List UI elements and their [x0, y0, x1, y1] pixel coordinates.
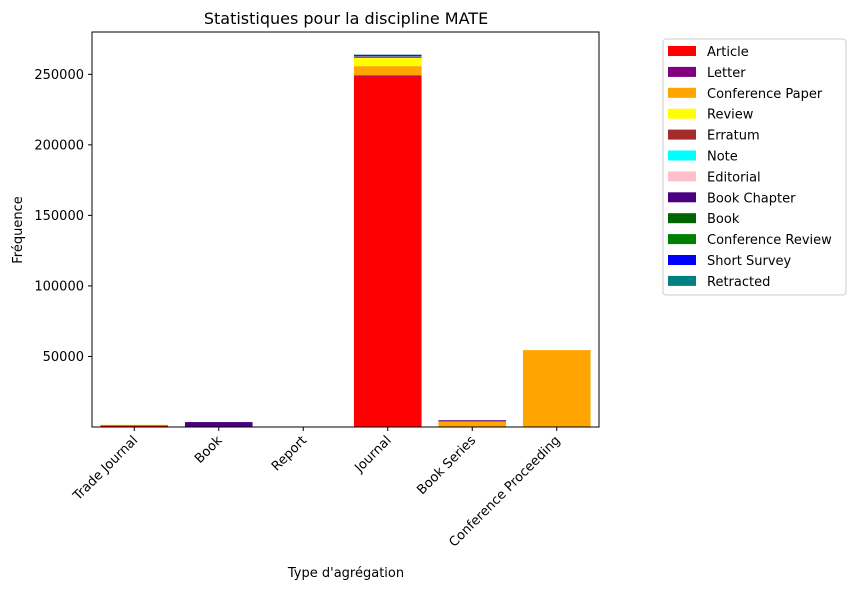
- bars-group: [100, 54, 591, 428]
- x-tick-label: Book Series: [414, 433, 479, 498]
- legend-label: Note: [707, 150, 738, 165]
- y-tick-label: 100000: [34, 279, 84, 294]
- bar-segment-journal-note: [353, 56, 422, 58]
- bar-segment-book-series-review: [438, 421, 507, 422]
- legend-label: Conference Review: [707, 233, 832, 248]
- bar-segment-journal-book-chapter: [353, 55, 422, 57]
- legend-swatch: [668, 255, 696, 265]
- y-tick-label: 150000: [34, 209, 84, 224]
- legend-swatch: [668, 87, 696, 98]
- bar-segment-book-book-chapter: [184, 422, 253, 427]
- x-tick-label: Book: [192, 433, 226, 467]
- bar-segment-conference-proceeding-conference-paper: [522, 350, 591, 427]
- bar-segment-book-series-conference-paper: [438, 421, 507, 427]
- legend-label: Book: [707, 212, 740, 227]
- plot-frame: [91, 31, 600, 428]
- bar-segment-journal-conference-paper: [353, 66, 422, 76]
- bar-segment-journal-letter: [353, 75, 422, 77]
- legend: Article Letter Conference Paper Review Errat…: [662, 38, 847, 296]
- y-axis-label: Fréquence: [11, 196, 26, 263]
- legend-swatch: [668, 66, 696, 77]
- x-tick-label: Journal: [351, 433, 394, 476]
- bar-segment-trade-journal-conference-paper: [100, 425, 169, 426]
- legend-swatch: [668, 192, 696, 203]
- chart-title: Statistiques pour la discipline MATE: [204, 9, 488, 28]
- bar-segment-journal-short-survey: [353, 54, 422, 56]
- bar-segment-journal-review: [353, 57, 422, 67]
- legend-swatch: [668, 234, 696, 245]
- x-tick-label: Trade Journal: [70, 433, 141, 504]
- y-tick-label: 50000: [43, 350, 84, 365]
- legend-label: Letter: [707, 66, 746, 81]
- legend-label: Conference Paper: [707, 87, 823, 102]
- x-tick-label: Report: [269, 433, 310, 474]
- legend-label: Book Chapter: [707, 191, 796, 206]
- y-tick-label: 200000: [34, 138, 84, 153]
- bar-segment-trade-journal-review: [100, 424, 169, 426]
- bar-segment-journal-erratum: [353, 56, 422, 58]
- axes-group: 50000 100000 150000 200000 250000 Trade Journ…: [34, 31, 600, 550]
- y-tick-label: 250000: [34, 68, 84, 83]
- legend-box: [662, 38, 847, 296]
- bar-segment-journal-retracted: [353, 54, 422, 56]
- legend-label: Editorial: [707, 170, 761, 185]
- bar-segment-journal-article: [353, 76, 422, 427]
- legend-swatch: [668, 150, 696, 161]
- x-axis-label: Type d'agrégation: [287, 566, 404, 581]
- legend-label: Article: [707, 45, 749, 60]
- legend-swatch: [668, 108, 696, 119]
- legend-label: Short Survey: [707, 254, 792, 269]
- bar-segment-trade-journal-article: [100, 425, 169, 427]
- legend-swatch: [668, 275, 696, 286]
- legend-swatch: [668, 213, 696, 224]
- legend-label: Review: [707, 108, 754, 123]
- legend-swatch: [668, 46, 696, 56]
- legend-swatch: [668, 129, 696, 140]
- legend-label: Retracted: [707, 275, 770, 290]
- legend-swatch: [668, 171, 696, 182]
- bar-segment-book-series-book-chapter: [438, 420, 507, 422]
- legend-label: Erratum: [707, 129, 760, 144]
- bar-segment-journal-editorial: [353, 56, 422, 57]
